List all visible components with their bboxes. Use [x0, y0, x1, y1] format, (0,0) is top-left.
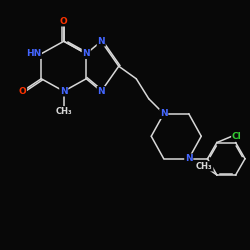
Text: N: N — [60, 87, 68, 96]
Text: HN: HN — [26, 49, 41, 58]
Text: N: N — [98, 87, 105, 96]
Text: N: N — [185, 154, 192, 163]
Text: N: N — [160, 109, 168, 118]
Text: Cl: Cl — [232, 132, 241, 141]
Text: CH₃: CH₃ — [196, 162, 213, 171]
Text: CH₃: CH₃ — [56, 107, 72, 116]
Text: N: N — [82, 49, 90, 58]
Text: O: O — [18, 87, 26, 96]
Text: N: N — [98, 37, 105, 46]
Text: O: O — [60, 17, 68, 26]
